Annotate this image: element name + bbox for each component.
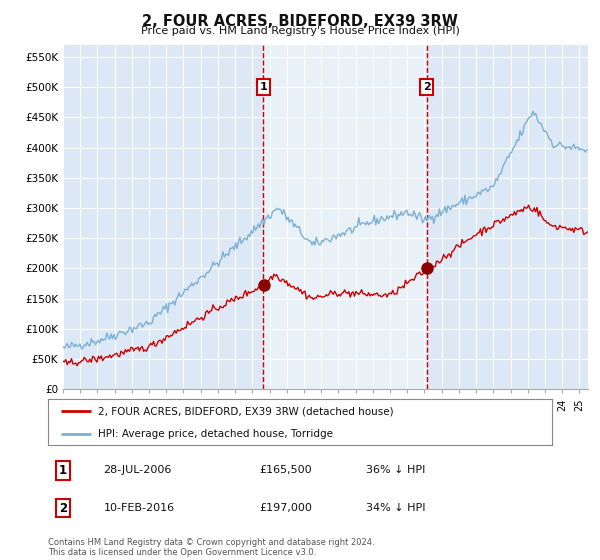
Text: £197,000: £197,000 <box>260 503 313 513</box>
Text: 36% ↓ HPI: 36% ↓ HPI <box>365 465 425 475</box>
Text: 2, FOUR ACRES, BIDEFORD, EX39 3RW (detached house): 2, FOUR ACRES, BIDEFORD, EX39 3RW (detac… <box>98 406 394 416</box>
Text: 2, FOUR ACRES, BIDEFORD, EX39 3RW: 2, FOUR ACRES, BIDEFORD, EX39 3RW <box>142 14 458 29</box>
Text: 2: 2 <box>422 82 430 92</box>
Text: 2: 2 <box>59 502 67 515</box>
Text: 1: 1 <box>259 82 267 92</box>
Text: £165,500: £165,500 <box>260 465 313 475</box>
Text: Contains HM Land Registry data © Crown copyright and database right 2024.
This d: Contains HM Land Registry data © Crown c… <box>48 538 374 557</box>
Text: Price paid vs. HM Land Registry's House Price Index (HPI): Price paid vs. HM Land Registry's House … <box>140 26 460 36</box>
Text: 10-FEB-2016: 10-FEB-2016 <box>103 503 175 513</box>
Text: 28-JUL-2006: 28-JUL-2006 <box>103 465 172 475</box>
Bar <box>263 45 427 389</box>
Text: 34% ↓ HPI: 34% ↓ HPI <box>365 503 425 513</box>
Text: HPI: Average price, detached house, Torridge: HPI: Average price, detached house, Torr… <box>98 429 334 439</box>
Text: 1: 1 <box>59 464 67 477</box>
